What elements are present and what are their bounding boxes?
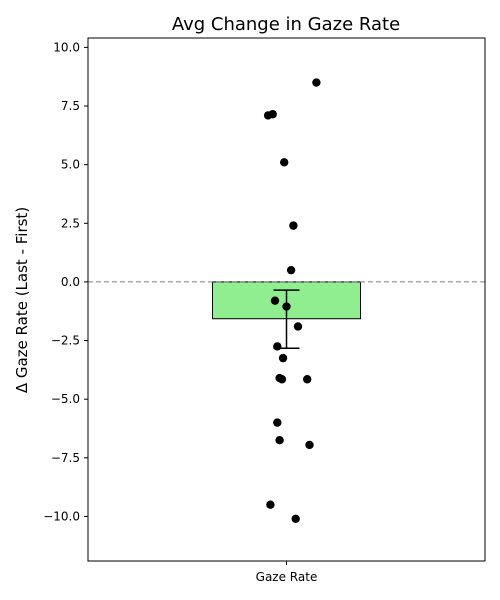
- x-tick-label: Gaze Rate: [256, 570, 318, 584]
- data-point: [268, 110, 277, 119]
- data-point: [289, 221, 298, 230]
- data-point: [293, 322, 303, 331]
- data-point: [278, 353, 288, 363]
- data-point: [305, 440, 314, 450]
- y-tick-label: 5.0: [61, 158, 80, 172]
- y-tick-label: −5.0: [51, 392, 80, 406]
- y-tick-label: 2.5: [61, 216, 80, 230]
- data-point: [286, 265, 296, 275]
- data-point: [280, 158, 289, 167]
- data-point: [273, 342, 282, 351]
- y-tick-label: −2.5: [51, 334, 80, 348]
- y-tick-label: 10.0: [53, 40, 80, 54]
- plot-area: [88, 78, 485, 523]
- data-point: [277, 375, 287, 384]
- data-point: [275, 436, 284, 445]
- data-point: [282, 302, 291, 311]
- y-axis-label: Δ Gaze Rate (Last - First): [13, 207, 31, 393]
- data-point: [291, 514, 300, 523]
- y-tick-label: 7.5: [61, 99, 80, 113]
- y-tick-label: −10.0: [43, 509, 80, 523]
- chart-title: Avg Change in Gaze Rate: [172, 14, 400, 35]
- data-point: [273, 418, 282, 427]
- data-point: [303, 375, 312, 384]
- data-point: [266, 500, 275, 509]
- data-point: [312, 78, 321, 87]
- y-tick-label: 0.0: [61, 275, 80, 289]
- y-tick-label: −7.5: [51, 451, 80, 465]
- data-point: [270, 296, 280, 305]
